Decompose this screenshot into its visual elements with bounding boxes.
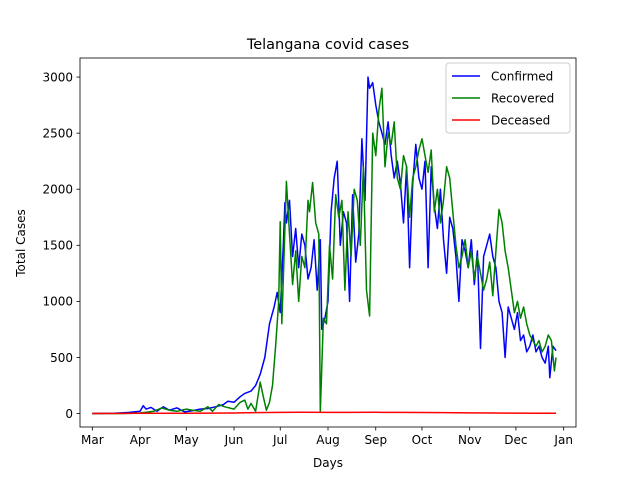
x-tick-label: Jan: [553, 433, 573, 447]
x-tick-label: Jun: [224, 433, 244, 447]
series-line-recovered: [92, 87, 557, 415]
y-tick-label: 1500: [42, 239, 73, 253]
y-tick-label: 500: [50, 351, 73, 365]
y-tick-label: 2500: [42, 126, 73, 140]
x-tick-label: Sep: [364, 433, 387, 447]
legend: Confirmed Recovered Deceased: [445, 62, 571, 134]
y-tick-label: 3000: [42, 70, 73, 84]
series-layer: [92, 76, 557, 415]
x-tick-label: Dec: [504, 433, 527, 447]
x-tick-label: Jul: [272, 433, 287, 447]
legend-label-deceased: Deceased: [491, 113, 550, 127]
x-tick-label: May: [174, 433, 199, 447]
x-tick-label: Mar: [81, 433, 104, 447]
legend-label-recovered: Recovered: [491, 91, 554, 105]
x-tick-label: Aug: [316, 433, 339, 447]
x-tick-label: Nov: [458, 433, 481, 447]
legend-label-confirmed: Confirmed: [491, 69, 553, 83]
series-line-deceased: [92, 411, 556, 415]
y-tick-label: 0: [65, 407, 73, 421]
y-tick-label: 2000: [42, 183, 73, 197]
series-line-confirmed: [92, 76, 557, 415]
legend-box: [445, 62, 571, 134]
axis-layer: Mar Apr May Jun Jul Aug Sep Oct Nov Dec Jan 0 500 100…: [42, 57, 577, 447]
chart-title: Telangana covid cases: [246, 37, 409, 53]
y-axis-label: Total Cases: [14, 209, 28, 277]
x-tick-label: Oct: [412, 433, 433, 447]
y-tick-label: 1000: [42, 295, 73, 309]
x-tick-label: Apr: [130, 433, 151, 447]
x-axis-label: Days: [313, 456, 343, 470]
